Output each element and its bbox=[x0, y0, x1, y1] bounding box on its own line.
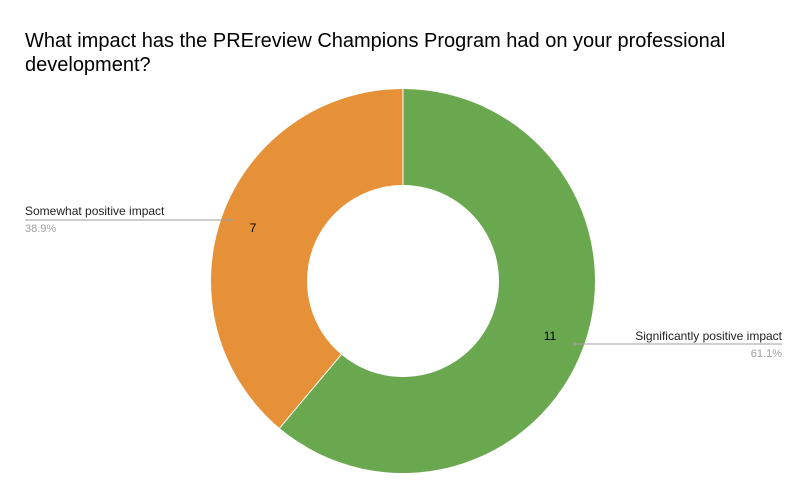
slice-category-label: Somewhat positive impact bbox=[25, 204, 165, 218]
slice-percent-label: 38.9% bbox=[25, 223, 56, 235]
donut-slice bbox=[211, 89, 403, 429]
donut-slice bbox=[279, 89, 596, 473]
slice-separator bbox=[279, 354, 342, 429]
slice-value-label: 7 bbox=[250, 221, 257, 235]
slice-category-label: Significantly positive impact bbox=[635, 329, 782, 343]
leader-dot bbox=[229, 218, 233, 222]
leader-dot bbox=[573, 342, 577, 346]
slice-value-label: 11 bbox=[544, 329, 557, 343]
chart-title: What impact has the PREreview Champions … bbox=[25, 30, 726, 76]
slice-percent-label: 61.1% bbox=[751, 348, 782, 360]
